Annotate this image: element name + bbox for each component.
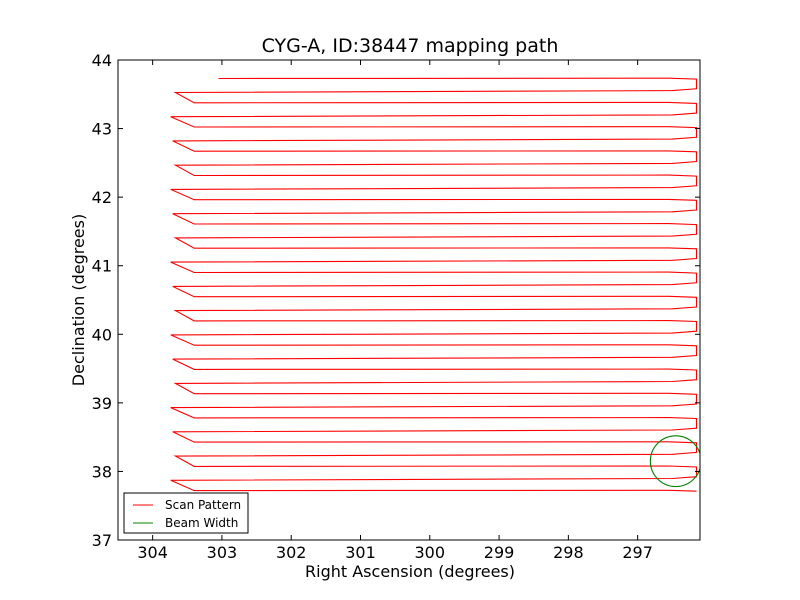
y-axis-label: Declination (degrees): [69, 214, 88, 386]
y-tick-label: 40: [92, 325, 112, 344]
x-tick-label: 301: [345, 543, 376, 562]
y-tick-label: 44: [92, 51, 112, 70]
x-tick-label: 297: [622, 543, 653, 562]
x-tick-label: 300: [415, 543, 446, 562]
x-tick-label: 303: [207, 543, 238, 562]
y-tick-label: 42: [92, 188, 112, 207]
y-tick-label: 43: [92, 120, 112, 139]
x-tick-label: 304: [137, 543, 168, 562]
y-tick-label: 37: [92, 531, 112, 550]
legend-label-beam-width: Beam Width: [165, 516, 238, 530]
x-tick-label: 302: [276, 543, 307, 562]
scan-pattern-line: [170, 77, 698, 492]
chart-title: CYG-A, ID:38447 mapping path: [262, 35, 559, 57]
x-tick-label: 299: [484, 543, 515, 562]
x-tick-label: 298: [553, 543, 584, 562]
legend: Scan Pattern Beam Width: [123, 492, 249, 534]
y-tick-label: 38: [92, 462, 112, 481]
beam-width-circle: [649, 435, 700, 488]
y-tick-label: 41: [92, 257, 112, 276]
legend-label-scan-pattern: Scan Pattern: [165, 498, 241, 512]
plot-area: 304 303 302 301 300 299 298 297 37 38 39 40 41 42 43 44: [92, 51, 701, 562]
y-tick-label: 39: [92, 394, 112, 413]
legend-box: [123, 492, 249, 534]
x-axis-label: Right Ascension (degrees): [305, 562, 515, 581]
plot-frame: [117, 59, 701, 541]
